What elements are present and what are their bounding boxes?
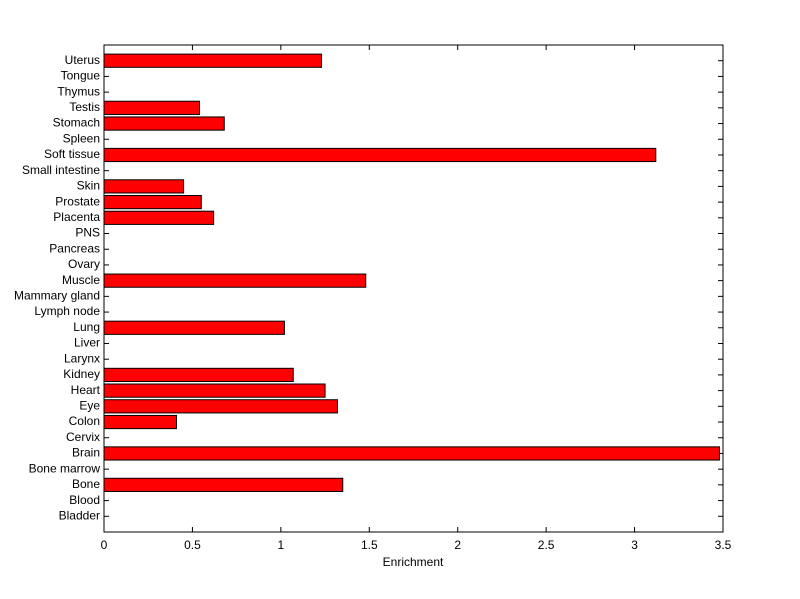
bar <box>103 414 178 430</box>
x-tick-label: 1 <box>278 538 285 552</box>
y-tick-label: Soft tissue <box>44 147 100 161</box>
bar <box>103 53 323 68</box>
bar <box>103 179 185 194</box>
y-tick-label: Placenta <box>53 210 100 224</box>
y-tick-label: Larynx <box>64 351 100 365</box>
y-tick-label: Blood <box>69 493 100 507</box>
y-tick-label: Cervix <box>66 430 100 444</box>
bar <box>103 399 338 414</box>
y-tick-label: Uterus <box>65 53 100 67</box>
x-tick-label: 2 <box>454 538 461 552</box>
x-tick-label: 0 <box>101 538 108 552</box>
y-tick-label: Mammary gland <box>14 289 100 303</box>
x-axis-label: Enrichment <box>383 555 444 569</box>
y-tick-label: Kidney <box>63 367 100 381</box>
x-tick-label: 3 <box>631 538 638 552</box>
bar <box>103 194 202 210</box>
y-tick-label: Tongue <box>61 69 101 83</box>
y-tick-label: Heart <box>71 383 101 397</box>
y-tick-label: Testis <box>69 100 100 114</box>
x-tick-label: 0.5 <box>184 538 201 552</box>
y-tick-label: Lung <box>73 320 100 334</box>
y-tick-label: Stomach <box>53 116 100 130</box>
x-tick-label: 1.5 <box>361 538 378 552</box>
y-tick-label: Prostate <box>55 194 100 208</box>
bar <box>103 477 344 492</box>
x-tick-label: 2.5 <box>538 538 555 552</box>
y-tick-label: Eye <box>79 398 100 412</box>
plot-frame <box>103 44 724 533</box>
bar <box>103 273 367 288</box>
y-tick-label: Bone marrow <box>29 461 101 475</box>
bar <box>103 100 201 115</box>
bar <box>103 210 215 225</box>
y-tick-label: Bone <box>72 477 100 491</box>
y-tick-label: Liver <box>74 336 100 350</box>
y-tick-label: Thymus <box>57 84 100 98</box>
y-tick-label: Muscle <box>62 273 100 287</box>
y-tick-label: Small intestine <box>22 163 100 177</box>
y-tick-label: Skin <box>77 179 100 193</box>
y-tick-label: Ovary <box>68 257 100 271</box>
bar <box>103 367 294 383</box>
y-tick-label: Colon <box>69 414 100 428</box>
bar <box>103 383 326 398</box>
y-tick-label: Pancreas <box>49 241 100 255</box>
bar <box>103 116 225 131</box>
y-tick-label: Spleen <box>63 131 100 145</box>
y-tick-label: PNS <box>75 226 100 240</box>
bar <box>103 147 657 163</box>
bar <box>103 446 720 461</box>
y-tick-label: Bladder <box>59 508 100 522</box>
y-tick-label: Lymph node <box>34 304 100 318</box>
bar <box>103 320 285 335</box>
y-tick-label: Brain <box>72 446 100 460</box>
x-tick-label: 3.5 <box>715 538 732 552</box>
